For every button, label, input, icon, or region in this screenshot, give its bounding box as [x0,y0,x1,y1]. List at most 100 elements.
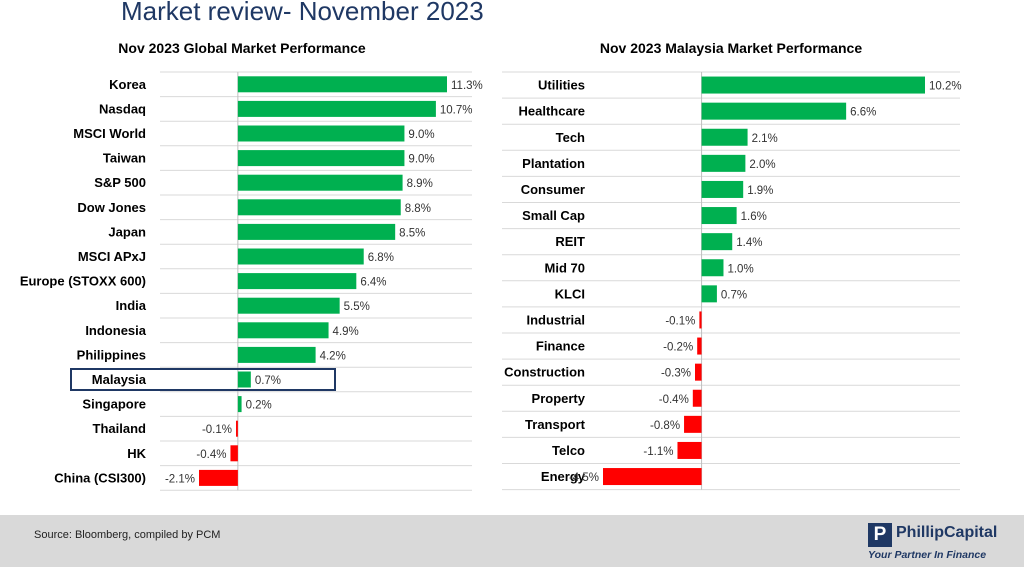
bar [237,76,447,93]
category-label: Utilities [538,78,585,93]
data-label: -0.4% [659,394,689,406]
category-label: India [116,298,147,313]
footer-bar: Source: Bloomberg, compiled by PCM P Phi… [0,515,1024,567]
bar [230,445,238,462]
data-label: -0.1% [665,315,695,327]
data-label: 4.9% [333,326,359,338]
bar [237,273,357,290]
category-label: Transport [525,417,586,432]
category-label: MSCI World [73,126,146,141]
source-note: Source: Bloomberg, compiled by PCM [34,529,221,541]
bar [701,128,748,146]
category-label: Malaysia [92,372,147,387]
data-label: 1.4% [736,237,762,249]
category-label: Healthcare [519,104,585,119]
category-label: Nasdaq [99,101,146,116]
bar [603,468,702,486]
bar [701,76,925,94]
data-label: 9.0% [408,129,434,141]
phillipcapital-logo: P PhillipCapital Your Partner In Finance [868,523,1018,563]
bar [199,469,238,486]
data-label: 6.8% [368,252,394,264]
category-label: Construction [504,365,585,380]
data-label: 2.0% [749,159,775,171]
category-label: MSCI APxJ [78,249,146,264]
category-label: Dow Jones [77,200,146,215]
category-label: Philippines [77,347,146,362]
bar [237,174,403,191]
category-label: Tech [556,130,585,145]
data-label: 8.9% [407,178,433,190]
chart-title: Nov 2023 Global Market Performance [118,40,366,56]
logo-mark-icon: P [868,523,892,547]
bar [237,346,316,363]
category-label: Small Cap [522,208,585,223]
category-label: Energy [541,469,586,484]
bar [237,371,251,388]
category-label: Property [532,391,586,406]
data-label: -0.8% [650,420,680,432]
bar [695,363,702,381]
bar [701,259,724,277]
category-label: Finance [536,339,585,354]
category-label: Industrial [526,312,585,327]
data-label: 2.1% [752,133,778,145]
charts-canvas: Nov 2023 Global Market Performance Korea 1… [20,40,962,491]
bar [701,285,717,303]
bar [237,396,242,413]
data-label: 8.8% [405,203,431,215]
data-label: 1.9% [747,185,773,197]
data-label: -4.5% [569,472,599,484]
bar [697,337,702,355]
data-label: 0.2% [246,400,272,412]
category-label: Taiwan [103,151,146,166]
data-label: -0.3% [661,368,691,380]
bar [237,125,405,142]
bar [237,199,401,216]
bar [237,248,364,265]
data-label: -0.2% [663,342,693,354]
bar [699,311,702,329]
category-label: Korea [109,77,147,92]
bar [237,322,329,339]
data-label: 9.0% [408,154,434,166]
data-label: -1.1% [643,446,673,458]
category-label: Thailand [93,421,147,436]
data-label: -0.4% [196,449,226,461]
data-label: 0.7% [255,375,281,387]
bar [701,102,847,120]
bar [701,180,744,198]
highlight-box [70,368,336,391]
category-label: Telco [552,443,585,458]
data-label: 1.6% [741,211,767,223]
category-label: Singapore [82,397,146,412]
bar [677,441,702,459]
bar [701,207,737,225]
data-label: 8.5% [399,227,425,239]
bar [237,297,340,314]
category-label: HK [127,446,146,461]
data-label: 0.7% [721,289,747,301]
data-label: 6.4% [360,277,386,289]
category-label: China (CSI300) [54,470,146,485]
category-label: Consumer [521,182,585,197]
data-label: -0.1% [202,424,232,436]
bar [701,233,733,251]
category-label: Japan [108,224,146,239]
category-label: KLCI [555,286,585,301]
page-title: Market review- November 2023 [121,0,484,26]
data-label: 10.7% [440,104,473,116]
logo-tagline: Your Partner In Finance [868,549,987,561]
category-label: REIT [555,234,585,249]
bar [692,389,702,407]
category-label: Mid 70 [545,260,585,275]
category-label: Indonesia [85,323,146,338]
data-label: 6.6% [850,107,876,119]
data-label: 1.0% [727,263,753,275]
chart-title: Nov 2023 Malaysia Market Performance [600,40,862,56]
bar [237,223,396,240]
category-label: Europe (STOXX 600) [20,274,146,289]
category-label: Plantation [522,156,585,171]
data-label: 10.2% [929,81,962,93]
category-label: S&P 500 [94,175,146,190]
